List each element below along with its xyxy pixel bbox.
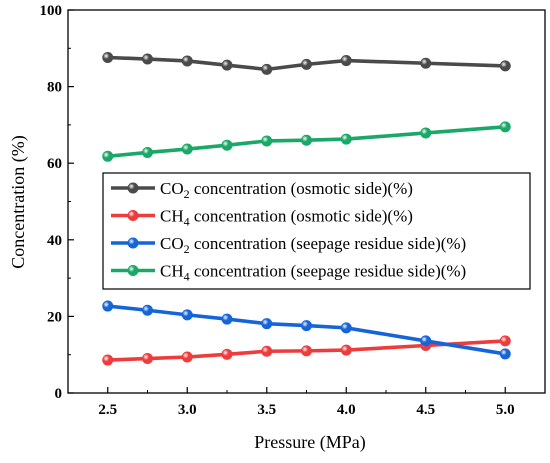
data-point <box>340 344 352 356</box>
axes: 2.5 3.0 3.5 4.0 4.5 5.0 0 20 40 60 80 100 <box>40 3 546 418</box>
legend-label: CO2 concentration (osmotic side)(%) <box>160 179 413 201</box>
legend-label: CO2 concentration (seepage residue side)… <box>160 234 466 256</box>
data-point <box>102 300 114 312</box>
data-point <box>499 335 511 347</box>
y-tick-label: 0 <box>55 386 63 402</box>
data-point <box>420 335 432 347</box>
data-point <box>181 143 193 155</box>
y-tick-label: 60 <box>47 156 62 172</box>
data-point <box>340 322 352 334</box>
data-series <box>102 51 511 366</box>
legend-item: CH4 concentration (osmotic side)(%) <box>111 207 413 229</box>
data-point <box>340 55 352 67</box>
x-axis-title: Pressure (MPa) <box>254 432 365 453</box>
x-tick-label: 5.0 <box>496 402 515 418</box>
x-tick-label: 4.0 <box>337 402 356 418</box>
series-group <box>102 335 511 366</box>
legend-swatch-marker <box>127 182 139 194</box>
series-group <box>102 51 511 75</box>
data-point <box>499 121 511 133</box>
x-tick-label: 3.5 <box>257 402 276 418</box>
data-point <box>300 134 312 146</box>
data-point <box>499 348 511 360</box>
data-point <box>221 139 233 151</box>
y-tick-label: 100 <box>40 3 63 19</box>
data-point <box>221 348 233 360</box>
data-point <box>102 354 114 366</box>
legend-swatch-marker <box>127 210 139 222</box>
data-point <box>181 309 193 321</box>
data-point <box>142 304 154 316</box>
legend-item: CO2 concentration (osmotic side)(%) <box>111 179 413 201</box>
data-point <box>181 351 193 363</box>
data-point <box>102 51 114 63</box>
legend-swatch-marker <box>127 264 139 276</box>
legend-box <box>102 172 531 290</box>
data-point <box>142 353 154 365</box>
x-tick-label: 3.0 <box>178 402 197 418</box>
data-point <box>420 57 432 69</box>
legend-label: CH4 concentration (osmotic side)(%) <box>160 207 413 229</box>
data-point <box>142 146 154 158</box>
data-point <box>340 133 352 145</box>
y-tick-label: 40 <box>47 233 62 249</box>
data-point <box>420 127 432 139</box>
data-point <box>300 320 312 332</box>
legend-label: CH4 concentration (seepage residue side)… <box>160 262 466 284</box>
x-tick-label: 4.5 <box>416 402 435 418</box>
data-point <box>300 58 312 70</box>
legend-item: CH4 concentration (seepage residue side)… <box>111 262 466 284</box>
data-point <box>142 53 154 65</box>
y-axis-title: Concentration (%) <box>8 135 29 268</box>
data-point <box>261 345 273 357</box>
data-point <box>300 345 312 357</box>
data-point <box>261 135 273 147</box>
data-point <box>102 150 114 162</box>
data-point <box>221 313 233 325</box>
legend: CO2 concentration (osmotic side)(%) CH4 c… <box>102 172 531 290</box>
data-point <box>499 60 511 72</box>
x-tick-label: 2.5 <box>98 402 117 418</box>
legend-swatch-marker <box>127 237 139 249</box>
data-point <box>261 318 273 330</box>
y-tick-label: 80 <box>47 80 62 96</box>
series-group <box>102 121 511 162</box>
data-point <box>181 55 193 67</box>
series-group <box>102 300 511 360</box>
y-tick-label: 20 <box>47 309 62 325</box>
data-point <box>261 63 273 75</box>
data-point <box>221 59 233 71</box>
legend-item: CO2 concentration (seepage residue side)… <box>111 234 466 256</box>
